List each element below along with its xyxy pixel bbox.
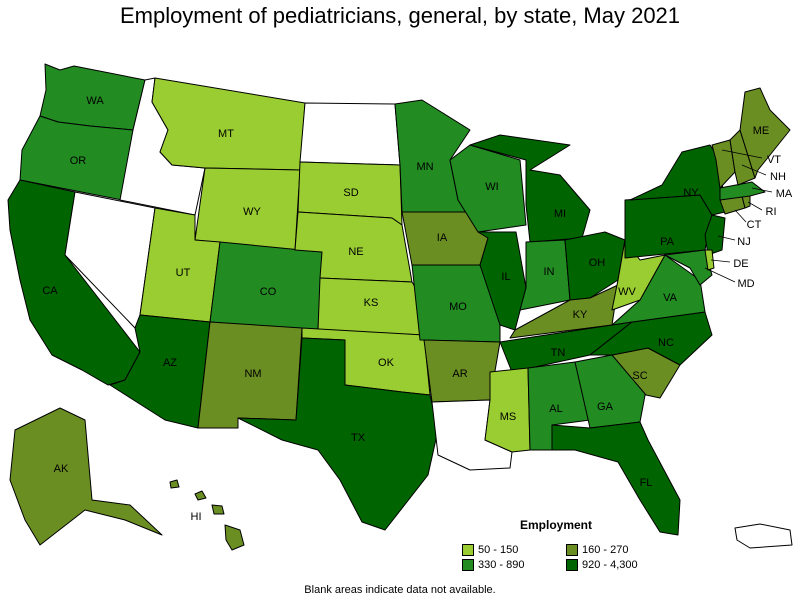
label-sd: SD <box>343 187 358 199</box>
label-wa: WA <box>86 95 104 107</box>
state-fl[interactable] <box>551 421 681 536</box>
legend-label: 330 - 890 <box>478 559 525 571</box>
state-nd[interactable] <box>299 102 401 166</box>
state-ma[interactable] <box>719 181 766 201</box>
legend-title: Employment <box>520 518 593 532</box>
legend-grid: 50 - 150 160 - 270 330 - 890 920 - 4,300 <box>462 544 672 571</box>
label-pa: PA <box>660 236 675 248</box>
label-co: CO <box>260 286 277 298</box>
leader-nh <box>741 164 767 176</box>
label-ri: RI <box>766 206 777 218</box>
state-ak[interactable] <box>9 407 163 546</box>
label-ms: MS <box>500 411 517 423</box>
state-de[interactable] <box>704 249 715 271</box>
label-tx: TX <box>351 432 366 444</box>
label-wv: WV <box>618 286 636 298</box>
footnote: Blank areas indicate data not available. <box>304 584 496 596</box>
leader-vt <box>721 149 763 159</box>
legend-swatch <box>566 559 578 571</box>
label-il: IL <box>501 271 510 283</box>
label-md: MD <box>737 278 754 290</box>
label-nj: NJ <box>737 236 750 248</box>
label-de: DE <box>733 258 748 270</box>
label-ut: UT <box>176 267 191 279</box>
state-pr[interactable] <box>734 523 793 549</box>
state-nh[interactable] <box>729 129 756 186</box>
label-ct: CT <box>747 219 762 231</box>
state-ms[interactable] <box>484 367 531 453</box>
state-hi-kauai[interactable] <box>169 479 180 489</box>
label-mn: MN <box>416 161 433 173</box>
label-wi: WI <box>485 181 498 193</box>
label-ga: GA <box>597 401 614 413</box>
state-hi[interactable] <box>224 524 245 551</box>
label-ne: NE <box>348 246 363 258</box>
label-sc: SC <box>632 370 647 382</box>
legend-swatch <box>462 544 474 556</box>
label-ma: MA <box>776 188 793 200</box>
label-nm: NM <box>244 368 261 380</box>
state-vt[interactable] <box>711 139 736 189</box>
label-ca: CA <box>42 285 58 297</box>
label-in: IN <box>544 266 555 278</box>
label-va: VA <box>663 292 678 304</box>
label-vt: VT <box>767 154 781 166</box>
label-nh: NH <box>770 171 786 183</box>
state-il[interactable] <box>477 231 527 331</box>
label-wy: WY <box>243 206 261 218</box>
label-tn: TN <box>551 347 566 359</box>
legend-swatch <box>566 544 578 556</box>
label-fl: FL <box>640 477 653 489</box>
label-ok: OK <box>378 357 395 369</box>
state-in[interactable] <box>519 239 571 311</box>
label-ky: KY <box>573 309 588 321</box>
leader-ri <box>747 201 763 211</box>
label-mo: MO <box>449 301 467 313</box>
legend-item-920-4300: 920 - 4,300 <box>566 559 670 571</box>
label-al: AL <box>549 403 562 415</box>
label-az: AZ <box>163 357 177 369</box>
label-ks: KS <box>364 297 379 309</box>
leader-md <box>704 267 736 283</box>
legend-item-330-890: 330 - 890 <box>462 559 566 571</box>
legend-item-50-150: 50 - 150 <box>462 544 566 556</box>
label-hi: HI <box>191 511 202 523</box>
state-md[interactable] <box>664 249 713 286</box>
state-pa[interactable] <box>624 194 713 259</box>
legend-label: 920 - 4,300 <box>582 559 638 571</box>
label-ia: IA <box>437 232 448 244</box>
state-mt[interactable] <box>151 77 306 171</box>
state-hi-oahu[interactable] <box>194 490 207 501</box>
legend-label: 50 - 150 <box>478 544 519 556</box>
state-nj[interactable] <box>704 214 726 256</box>
label-ar: AR <box>452 368 467 380</box>
label-mi: MI <box>554 208 566 220</box>
state-tx[interactable] <box>237 337 439 531</box>
state-me[interactable] <box>739 87 791 179</box>
label-ak: AK <box>54 463 69 475</box>
label-mt: MT <box>218 128 234 140</box>
leader-de <box>710 259 731 263</box>
label-ny: NY <box>683 187 699 199</box>
label-me: ME <box>753 125 770 137</box>
label-or: OR <box>70 155 87 167</box>
leader-ma <box>751 187 773 193</box>
legend-item-160-270: 160 - 270 <box>566 544 670 556</box>
label-oh: OH <box>589 257 606 269</box>
state-hi-maui[interactable] <box>211 504 225 515</box>
legend-swatch <box>462 559 474 571</box>
state-mi[interactable] <box>469 134 591 243</box>
label-nc: NC <box>658 337 674 349</box>
map-title: Employment of pediatricians, general, by… <box>119 3 681 28</box>
legend-label: 160 - 270 <box>582 544 629 556</box>
legend: Employment 50 - 150 160 - 270 330 - 890 … <box>462 518 672 571</box>
leader-ct <box>734 209 747 223</box>
leader-nj <box>717 235 736 241</box>
